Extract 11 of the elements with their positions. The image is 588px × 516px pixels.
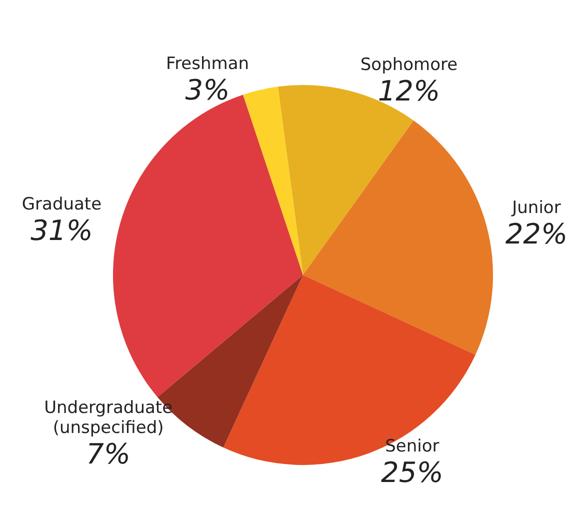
data-label: 22% — [505, 217, 568, 250]
data-label: 25% — [381, 456, 444, 490]
data-label: 7% — [86, 437, 131, 470]
slice-label: Sophomore — [360, 54, 458, 75]
slice-label: Junior — [511, 198, 561, 218]
data-label: 12% — [378, 74, 440, 108]
data-label: 3% — [185, 74, 230, 107]
slice-label: Graduate — [22, 194, 102, 215]
slice-label: Senior — [385, 436, 440, 457]
slice-label: Freshman — [166, 54, 250, 74]
data-label: 31% — [30, 214, 93, 248]
